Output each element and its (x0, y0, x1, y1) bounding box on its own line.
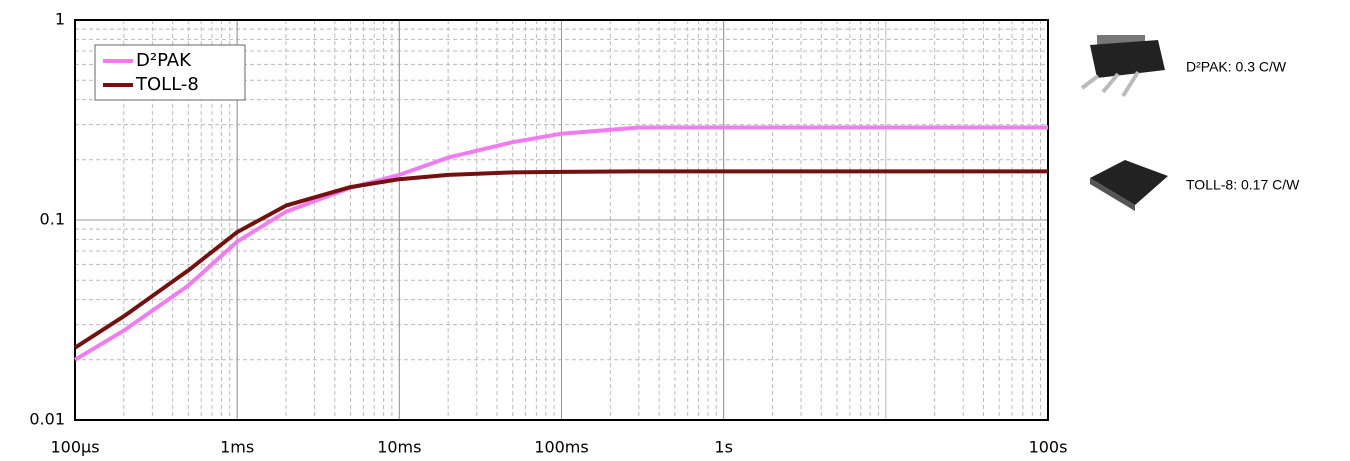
legend-label: TOLL-8 (135, 74, 199, 95)
toll-icon (1090, 160, 1168, 211)
x-tick-label: 100µs (50, 438, 99, 457)
x-tick-label: 1ms (220, 438, 254, 457)
y-tick-label: 0.1 (40, 210, 65, 229)
y-tick-label: 0.01 (29, 410, 65, 429)
x-tick-label: 1s (714, 438, 733, 457)
y-tick-label: 1 (55, 10, 65, 29)
x-tick-label: 100ms (534, 438, 588, 457)
chart: D²PAK: 0.3 C/W TOLL-8: 0.17 C/W 0.01 0.1 1… (0, 0, 1350, 461)
x-tick-label: 10ms (377, 438, 421, 457)
legend-label: D²PAK (136, 50, 192, 71)
d2pak-icon (1082, 35, 1165, 96)
x-tick-label: 100s (1029, 438, 1068, 457)
annotation: TOLL-8: 0.17 C/W (1186, 177, 1300, 193)
annotation: D²PAK: 0.3 C/W (1186, 59, 1287, 75)
